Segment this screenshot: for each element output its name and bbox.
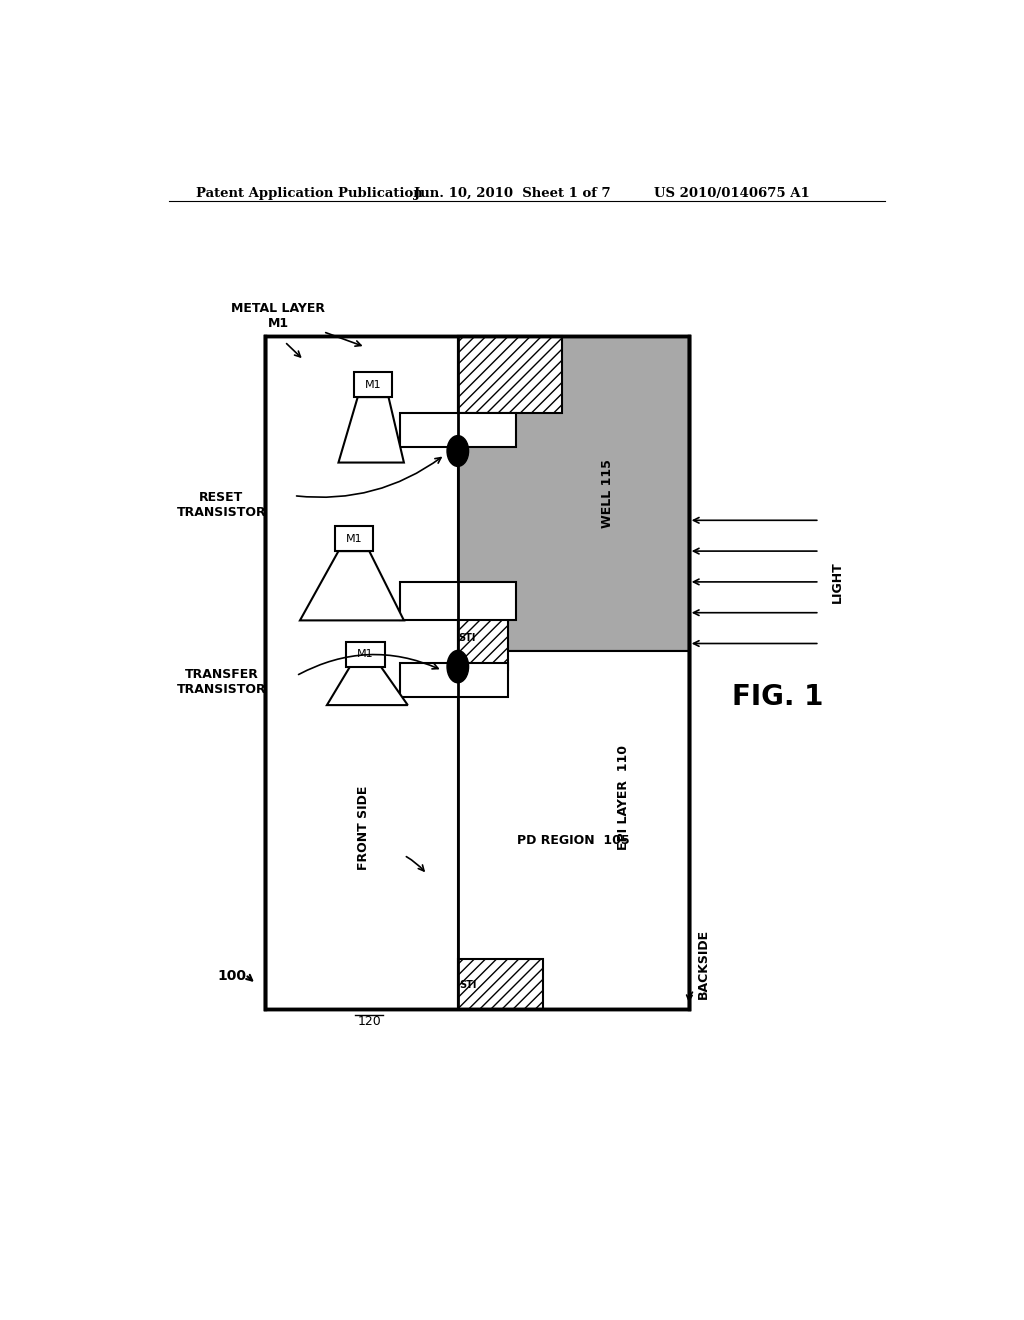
Text: PD REGION  105: PD REGION 105	[517, 834, 630, 847]
Text: BACKSIDE: BACKSIDE	[696, 929, 710, 999]
Text: STI: STI	[459, 979, 476, 990]
Bar	[265, 335, 458, 1010]
Text: 100: 100	[218, 969, 247, 983]
Text: LIGHT: LIGHT	[831, 561, 844, 603]
Bar	[265, 335, 689, 1010]
Bar	[458, 335, 562, 412]
Text: FRONT SIDE: FRONT SIDE	[357, 787, 371, 870]
Bar	[400, 663, 508, 697]
Text: STI: STI	[459, 634, 476, 643]
Text: 120: 120	[357, 1015, 381, 1028]
Bar	[458, 605, 508, 671]
Bar	[400, 413, 515, 447]
Bar	[335, 527, 373, 552]
Bar	[346, 642, 385, 667]
Text: FIG. 1: FIG. 1	[732, 684, 823, 711]
Text: WELL 115: WELL 115	[601, 459, 614, 528]
Bar	[400, 582, 515, 620]
Text: M1: M1	[345, 533, 362, 544]
Text: Jun. 10, 2010  Sheet 1 of 7: Jun. 10, 2010 Sheet 1 of 7	[414, 187, 610, 199]
Bar	[458, 335, 689, 651]
Polygon shape	[339, 397, 403, 462]
Ellipse shape	[447, 436, 469, 466]
Text: M1: M1	[357, 649, 374, 659]
Text: TRANSFER
TRANSISTOR: TRANSFER TRANSISTOR	[176, 668, 266, 696]
Polygon shape	[327, 667, 408, 705]
Bar	[354, 372, 392, 397]
Polygon shape	[300, 552, 403, 620]
Bar	[265, 335, 689, 1010]
Bar	[458, 651, 689, 1010]
Text: RESET
TRANSISTOR: RESET TRANSISTOR	[176, 491, 266, 519]
Ellipse shape	[447, 651, 469, 682]
Text: EPI LAYER  110: EPI LAYER 110	[616, 744, 630, 850]
Bar	[458, 960, 543, 1010]
Text: Patent Application Publication: Patent Application Publication	[196, 187, 423, 199]
Text: M1: M1	[365, 380, 381, 389]
Text: METAL LAYER
M1: METAL LAYER M1	[231, 302, 326, 330]
Bar	[458, 335, 689, 1010]
Text: US 2010/0140675 A1: US 2010/0140675 A1	[654, 187, 810, 199]
